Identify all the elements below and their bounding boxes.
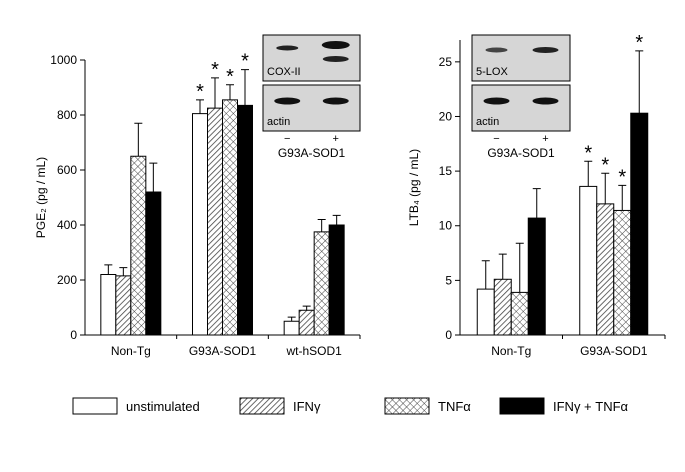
error-bar [618,184,627,211]
error-bar [211,77,219,109]
blot-band [532,97,559,105]
bar [313,231,330,336]
lane-label: + [333,133,339,145]
blot-band [322,56,349,62]
legend-label: TNFα [438,399,471,414]
x-tick-label: G93A-SOD1 [580,344,648,358]
y-tick-label: 800 [57,108,77,122]
y-tick-label: 200 [57,273,77,287]
legend-swatch [72,397,118,415]
bar [596,203,615,336]
blot-band [485,47,508,53]
significance-mark: * [226,66,234,88]
blot-band [532,47,559,53]
bar [613,209,632,336]
y-tick-label: 0 [445,328,452,342]
error-bar [601,172,610,204]
bar [283,320,300,336]
significance-mark: * [241,51,249,73]
error-bar [149,162,158,192]
error-bar [481,260,490,290]
lane-label: − [493,133,499,145]
error-bar [241,69,249,106]
error-bar [119,267,128,276]
bar [527,217,546,336]
bar [510,291,529,336]
y-tick-label: 20 [439,109,453,123]
bar [579,185,598,336]
legend-swatch [239,397,285,415]
error-bar [515,242,524,293]
legend-swatch [384,397,430,415]
lane-label: + [542,133,548,145]
inset-caption: G93A-SOD1 [487,146,555,160]
bar [237,104,253,336]
blot-label: actin [267,116,290,128]
inset-caption: G93A-SOD1 [278,146,346,160]
blot-panel [471,84,571,132]
blot-panel [471,34,571,82]
bar [476,288,495,336]
error-bar [317,219,326,232]
legend-label: unstimulated [126,399,200,414]
bar [493,278,512,336]
bar [100,274,117,336]
error-bar [332,214,341,225]
y-tick-label: 5 [445,273,452,287]
bar [207,107,223,336]
error-bar [498,253,507,280]
blot-panel [262,84,361,132]
bar [115,275,132,336]
x-tick-label: Non-Tg [491,344,531,358]
y-tick-label: 1000 [50,53,77,67]
error-bar [287,316,296,322]
blot-band [322,97,349,105]
y-tick-label: 10 [439,219,453,233]
bar [192,113,208,336]
y-tick-label: 400 [57,218,77,232]
significance-mark: * [601,154,609,176]
bar [630,112,649,336]
error-bar [226,84,234,100]
y-tick-label: 15 [439,164,453,178]
y-tick-label: 0 [70,328,77,342]
significance-mark: * [635,32,643,54]
y-tick-label: 600 [57,163,77,177]
error-bar [196,99,204,114]
y-axis-label: PGE₂ (pg / mL) [34,157,48,238]
error-bar [635,50,644,114]
blot-label: 5-LOX [476,66,508,78]
x-tick-label: wt-hSOD1 [285,344,342,358]
error-bar [134,122,143,157]
significance-mark: * [211,59,219,81]
x-tick-label: Non-Tg [111,344,151,358]
blot-label: actin [476,116,499,128]
blot-band [276,45,299,51]
error-bar [532,188,541,219]
bar [298,309,315,336]
bar [328,224,345,336]
bar [145,191,162,336]
significance-mark: * [618,166,626,188]
error-bar [584,160,593,187]
legend-label: IFNγ + TNFα [553,399,629,414]
error-bar [302,305,311,311]
y-tick-label: 25 [439,55,453,69]
blot-label: COX-II [267,66,301,78]
blot-band [321,41,350,49]
blot-band [274,97,301,105]
bar [222,99,238,336]
legend-label: IFNγ [293,399,321,414]
error-bar [104,264,113,275]
legend-swatch [499,397,545,415]
x-tick-label: G93A-SOD1 [189,344,257,358]
significance-mark: * [196,81,204,103]
y-axis-label: LTB₄ (pg / mL) [407,149,421,226]
bar [130,155,147,336]
lane-label: − [284,133,290,145]
blot-band [483,97,510,105]
significance-mark: * [584,142,592,164]
